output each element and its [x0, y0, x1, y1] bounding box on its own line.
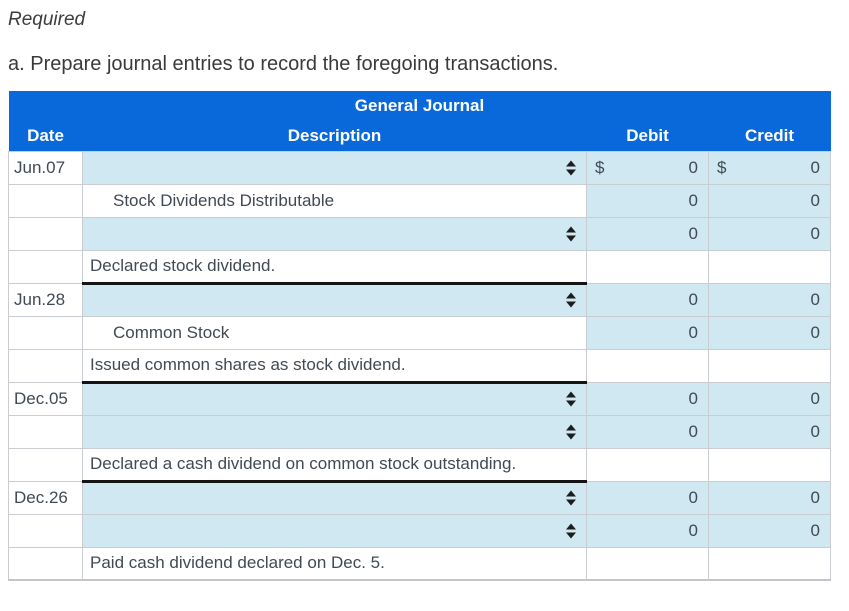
journal-row: Jun.28 0 0	[8, 282, 831, 317]
debit-input[interactable]: 0	[586, 480, 709, 515]
journal-row: Jun.07 $ 0 $ 0	[8, 150, 831, 185]
journal-row: Dec.05 0 0	[8, 381, 831, 416]
journal-row: Stock Dividends Distributable 0 0	[8, 183, 831, 218]
column-header-description: Description	[82, 121, 587, 151]
date-cell	[8, 513, 83, 548]
credit-input[interactable]: 0	[708, 381, 831, 416]
date-cell	[8, 546, 83, 581]
credit-cell-empty	[708, 348, 831, 383]
date-cell	[8, 216, 83, 251]
date-cell: Dec.05	[8, 381, 83, 416]
journal-row: Declared stock dividend.	[8, 249, 831, 285]
journal-row: 0 0	[8, 513, 831, 548]
description-select[interactable]	[82, 282, 587, 317]
column-header-credit: Credit	[708, 121, 831, 151]
credit-input[interactable]: 0	[708, 315, 831, 350]
debit-input[interactable]: 0	[586, 216, 709, 251]
memo-cell: Declared a cash dividend on common stock…	[82, 447, 587, 483]
date-cell	[8, 183, 83, 218]
credit-cell-empty	[708, 249, 831, 284]
credit-value: 0	[810, 157, 820, 177]
credit-input[interactable]: $ 0	[708, 150, 831, 185]
updown-arrows-icon	[566, 523, 576, 538]
journal-row: Declared a cash dividend on common stock…	[8, 447, 831, 483]
memo-cell: Declared stock dividend.	[82, 249, 587, 285]
column-header-date: Date	[8, 121, 83, 151]
description-select[interactable]	[82, 414, 587, 449]
description-select[interactable]	[82, 513, 587, 548]
required-heading: Required	[8, 9, 86, 30]
credit-cell-empty	[708, 447, 831, 482]
column-header-debit: Debit	[586, 121, 709, 151]
credit-cell-empty	[708, 546, 831, 581]
dollar-sign: $	[717, 157, 727, 177]
credit-input[interactable]: 0	[708, 216, 831, 251]
credit-input[interactable]: 0	[708, 183, 831, 218]
date-cell	[8, 447, 83, 482]
journal-row: Paid cash dividend declared on Dec. 5.	[8, 546, 831, 581]
account-name-cell: Common Stock	[82, 315, 587, 350]
date-cell	[8, 249, 83, 284]
table-title: General Journal	[8, 91, 831, 121]
credit-input[interactable]: 0	[708, 513, 831, 548]
debit-input[interactable]: 0	[586, 381, 709, 416]
memo-cell: Paid cash dividend declared on Dec. 5.	[82, 546, 587, 581]
description-select[interactable]	[82, 216, 587, 251]
account-name-cell: Stock Dividends Distributable	[82, 183, 587, 218]
general-journal-table: General Journal Date Description Debit C…	[8, 91, 831, 581]
description-select[interactable]	[82, 480, 587, 515]
date-cell	[8, 348, 83, 383]
debit-cell-empty	[586, 546, 709, 581]
journal-row: 0 0	[8, 414, 831, 449]
updown-arrows-icon	[566, 391, 576, 407]
debit-input[interactable]: $ 0	[586, 150, 709, 185]
updown-arrows-icon	[566, 160, 576, 175]
debit-input[interactable]: 0	[586, 183, 709, 218]
updown-arrows-icon	[566, 292, 576, 308]
debit-cell-empty	[586, 447, 709, 482]
debit-cell-empty	[586, 249, 709, 284]
dollar-sign: $	[595, 157, 605, 177]
description-select[interactable]	[82, 150, 587, 185]
debit-input[interactable]: 0	[586, 315, 709, 350]
page: Required a. Prepare journal entries to r…	[0, 9, 849, 581]
debit-input[interactable]: 0	[586, 414, 709, 449]
description-select[interactable]	[82, 381, 587, 416]
date-cell: Jun.28	[8, 282, 83, 317]
table-title-row: General Journal	[8, 91, 831, 121]
debit-cell-empty	[586, 348, 709, 383]
journal-row: 0 0	[8, 216, 831, 251]
credit-input[interactable]: 0	[708, 282, 831, 317]
journal-row: Dec.26 0 0	[8, 480, 831, 515]
journal-row: Issued common shares as stock dividend.	[8, 348, 831, 384]
date-cell	[8, 414, 83, 449]
date-cell: Jun.07	[8, 150, 83, 185]
debit-input[interactable]: 0	[586, 513, 709, 548]
debit-value: 0	[688, 157, 698, 177]
date-cell	[8, 315, 83, 350]
journal-row: Common Stock 0 0	[8, 315, 831, 350]
column-header-row: Date Description Debit Credit	[8, 121, 831, 151]
updown-arrows-icon	[566, 424, 576, 439]
credit-input[interactable]: 0	[708, 414, 831, 449]
debit-input[interactable]: 0	[586, 282, 709, 317]
date-cell: Dec.26	[8, 480, 83, 515]
credit-input[interactable]: 0	[708, 480, 831, 515]
instruction-text: a. Prepare journal entries to record the…	[8, 53, 559, 75]
updown-arrows-icon	[566, 490, 576, 506]
memo-cell: Issued common shares as stock dividend.	[82, 348, 587, 384]
updown-arrows-icon	[566, 226, 576, 241]
